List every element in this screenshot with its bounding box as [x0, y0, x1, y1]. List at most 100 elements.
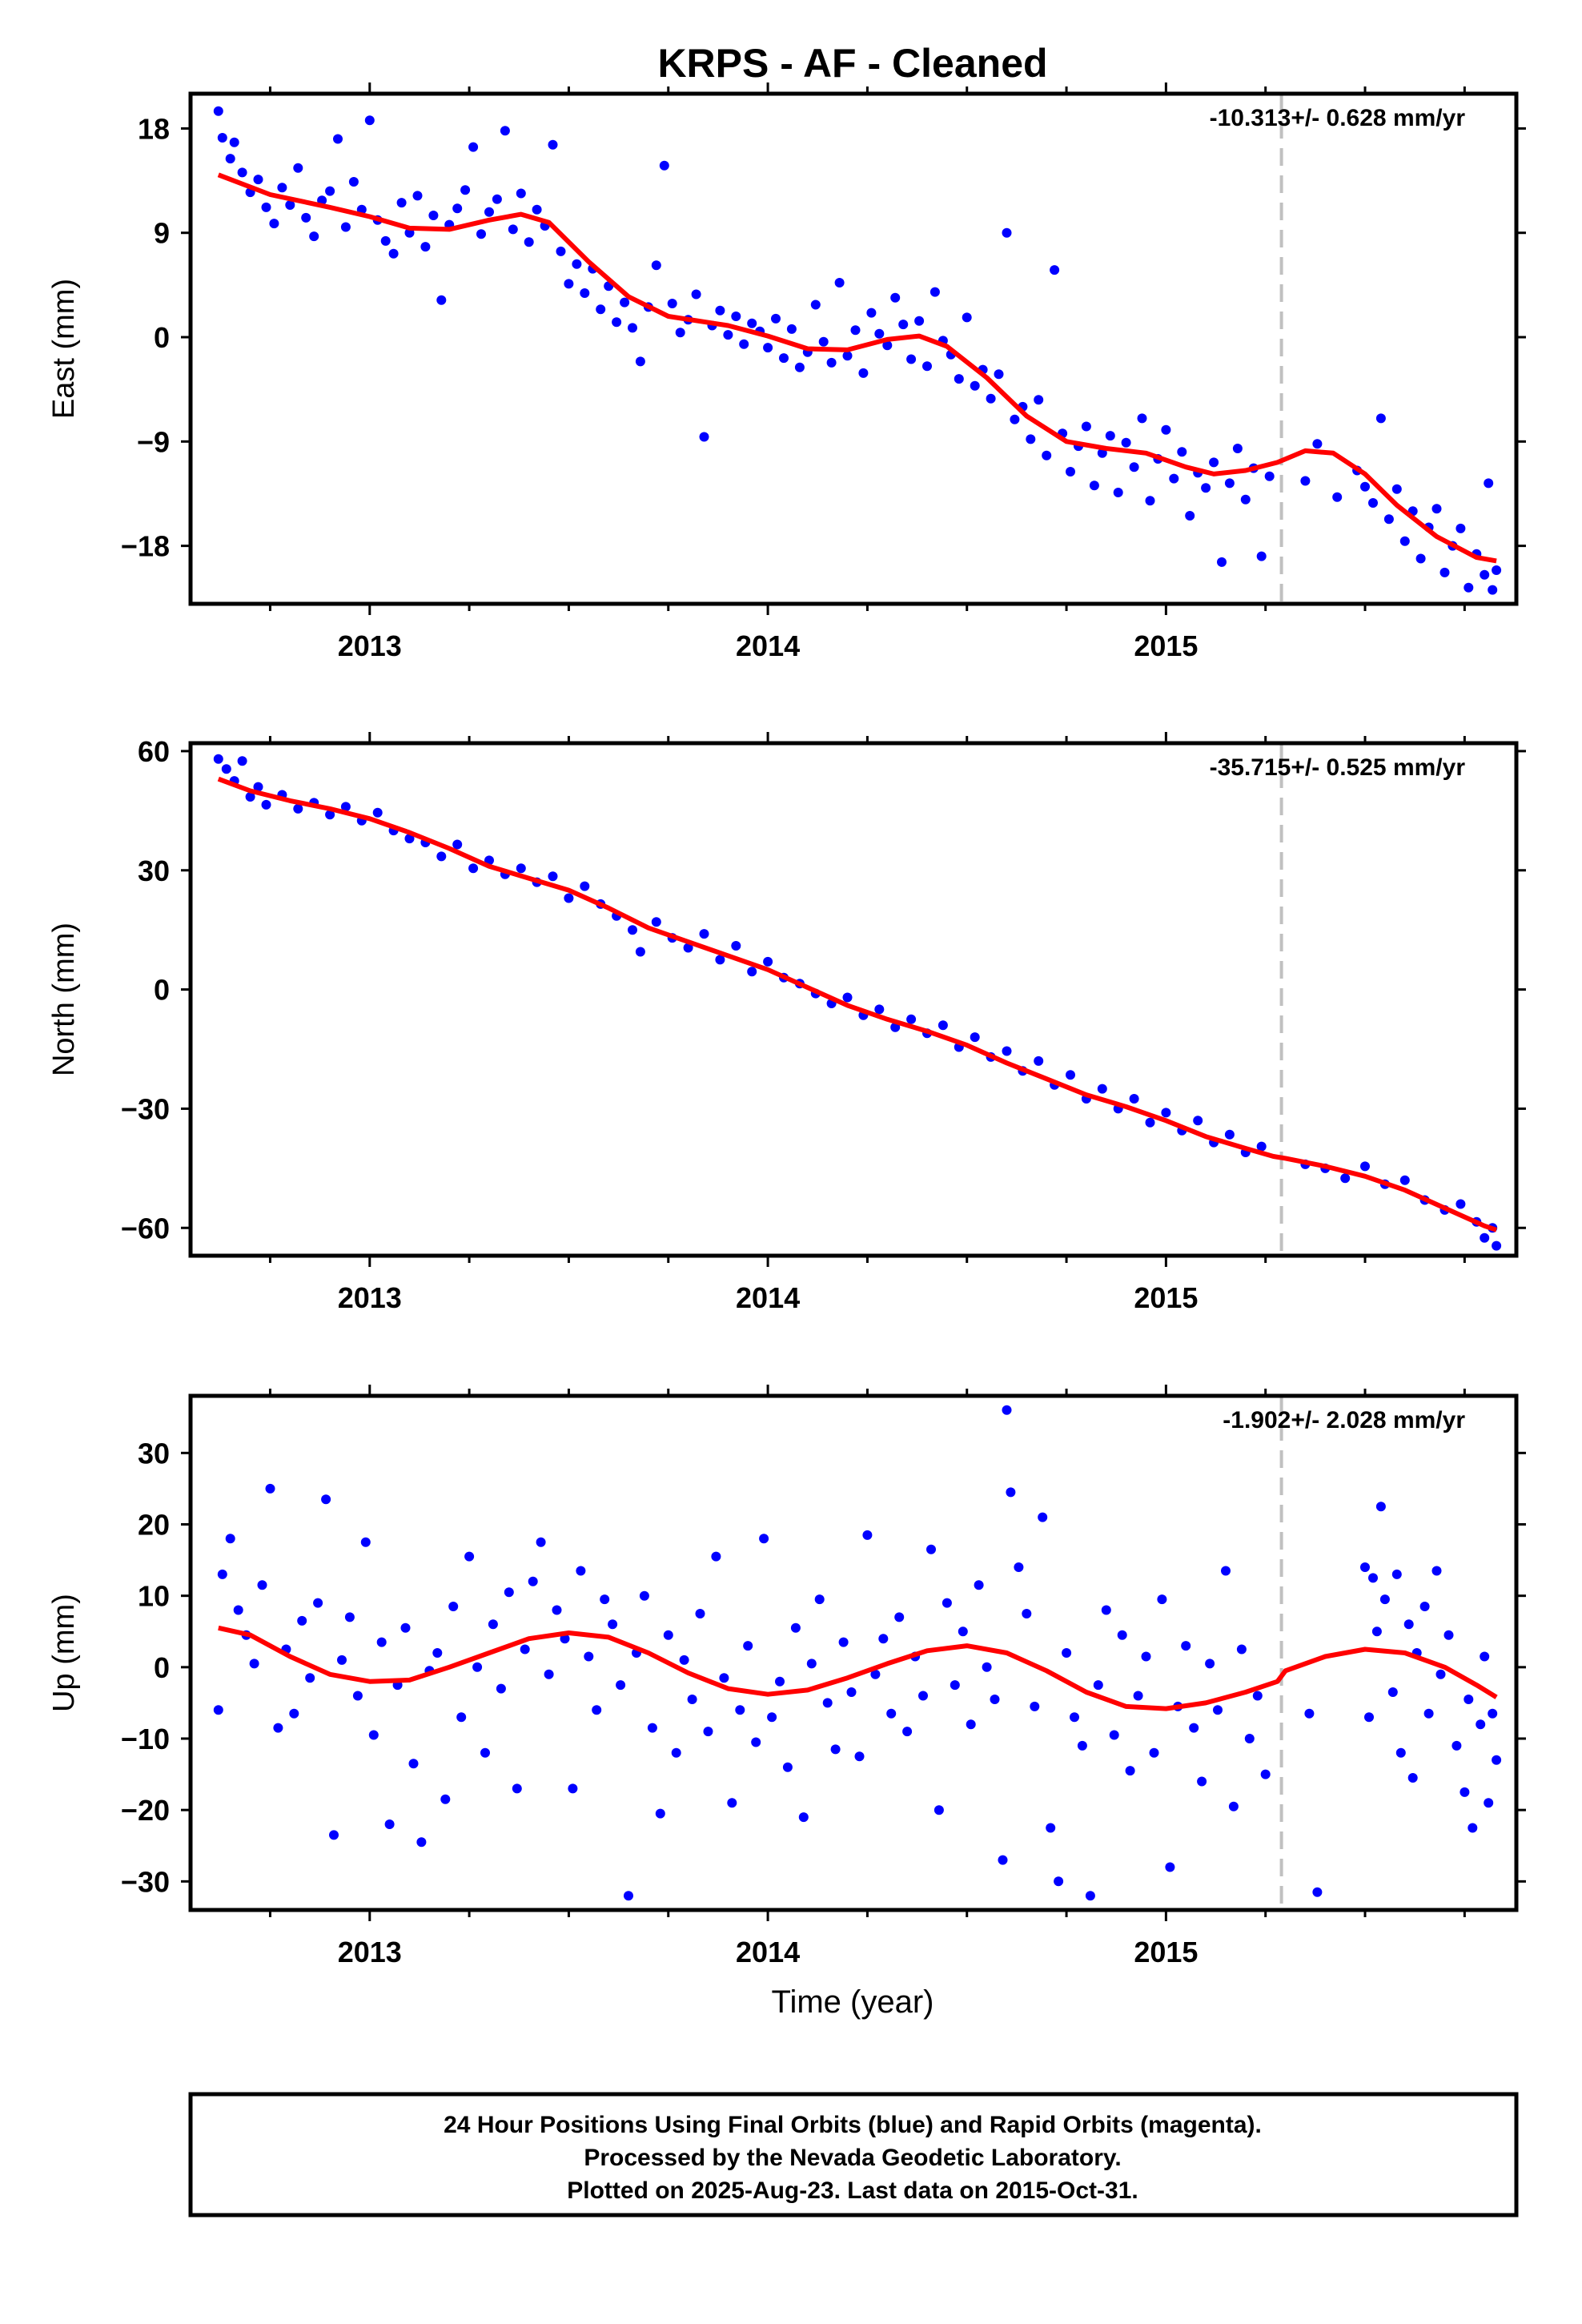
up-data-point [1452, 1740, 1462, 1751]
east-data-point [580, 288, 590, 298]
east-data-point [572, 259, 582, 269]
up-data-point [671, 1747, 681, 1758]
north-data-point [253, 782, 263, 792]
north-data-point [1161, 1108, 1171, 1118]
north-data-point [1480, 1232, 1490, 1243]
east-data-point [1332, 492, 1343, 502]
up-data-point [926, 1544, 936, 1554]
up-data-point [352, 1691, 363, 1701]
east-data-point [731, 312, 741, 321]
up-y-axis-label: Up (mm) [47, 1594, 81, 1712]
north-data-point [635, 947, 645, 957]
east-data-point [508, 224, 518, 235]
up-data-point [711, 1551, 721, 1562]
up-data-point [1435, 1669, 1446, 1679]
up-data-point [1252, 1691, 1263, 1701]
east-data-point [914, 316, 925, 326]
east-data-point [532, 204, 542, 215]
up-data-point [297, 1615, 307, 1626]
east-data-point [436, 295, 447, 305]
east-y-tick-label: −18 [121, 530, 170, 563]
up-model-line [218, 1625, 1498, 1711]
up-data-point [1077, 1740, 1087, 1751]
north-data-point [747, 967, 757, 977]
east-data-point [1113, 488, 1123, 497]
east-data-point [1129, 462, 1139, 472]
up-data-point [400, 1622, 411, 1633]
north-data-point [906, 1014, 917, 1024]
east-data-point [500, 126, 510, 136]
east-data-point [1383, 514, 1394, 525]
east-data-point [1300, 476, 1311, 486]
east-data-point [516, 188, 526, 199]
up-data-point [1375, 1502, 1386, 1512]
up-data-point [584, 1651, 594, 1662]
east-data-point [1034, 395, 1044, 405]
up-data-point [1117, 1630, 1127, 1640]
east-data-point [786, 324, 797, 334]
up-data-point [384, 1819, 395, 1829]
east-data-point [388, 248, 399, 259]
east-data-point [492, 194, 502, 204]
up-data-point [1368, 1573, 1378, 1583]
up-data-point [1014, 1562, 1024, 1572]
up-data-point [512, 1783, 522, 1794]
up-x-tick-label: 2013 [338, 1936, 402, 1968]
east-data-point [779, 353, 789, 364]
east-data-point [484, 207, 494, 217]
up-data-point [846, 1687, 857, 1697]
up-data-point [647, 1723, 657, 1733]
east-data-point [818, 336, 829, 347]
east-data-point [922, 361, 932, 372]
north-data-point [874, 1004, 885, 1015]
north-data-point [715, 955, 725, 965]
up-y-tick-label: −30 [121, 1865, 170, 1898]
east-data-point [1368, 498, 1378, 508]
east-data-point [715, 305, 725, 316]
north-data-point [1002, 1046, 1012, 1056]
north-data-point [1399, 1175, 1410, 1185]
east-plot-area [213, 94, 1502, 604]
north-x-tick-label: 2014 [736, 1281, 800, 1314]
east-data-point [277, 183, 287, 193]
up-data-point [1002, 1405, 1012, 1415]
up-data-point [1464, 1695, 1474, 1704]
up-data-point [1407, 1773, 1418, 1783]
east-data-point [612, 317, 622, 328]
east-data-point [1312, 439, 1323, 449]
up-data-point [520, 1644, 530, 1655]
up-data-point [1054, 1876, 1064, 1887]
up-data-point [1419, 1602, 1430, 1611]
north-data-point [683, 943, 693, 953]
east-data-point [325, 186, 335, 196]
up-data-point [918, 1691, 928, 1701]
east-x-tick-label: 2013 [338, 629, 402, 662]
up-y-tick-label: −10 [121, 1723, 170, 1755]
east-frame [188, 91, 1519, 606]
north-data-point [1034, 1055, 1044, 1066]
up-data-point [1395, 1747, 1406, 1758]
east-data-point [1399, 536, 1410, 546]
up-data-point [1149, 1747, 1159, 1758]
up-y-tick-label: 20 [138, 1509, 170, 1542]
north-plot-area [213, 743, 1502, 1256]
north-data-point [221, 764, 231, 774]
east-data-point [269, 219, 279, 229]
up-data-point [1492, 1755, 1502, 1765]
east-data-point [810, 300, 821, 310]
east-data-point [1431, 504, 1442, 514]
up-x-tick-label: 2015 [1134, 1936, 1198, 1968]
up-y-tick-label: −20 [121, 1794, 170, 1827]
up-data-point [822, 1698, 833, 1708]
up-data-point [592, 1705, 602, 1715]
east-data-point [548, 139, 558, 150]
up-x-tick-label: 2014 [736, 1936, 800, 1968]
east-data-point [1488, 585, 1498, 595]
up-data-point [1244, 1734, 1255, 1743]
north-data-point [580, 881, 590, 891]
up-data-point [655, 1808, 665, 1819]
east-data-point [428, 211, 439, 220]
north-data-point [1066, 1070, 1075, 1080]
up-rate-label: -1.902+/- 2.028 mm/yr [1223, 1407, 1465, 1433]
